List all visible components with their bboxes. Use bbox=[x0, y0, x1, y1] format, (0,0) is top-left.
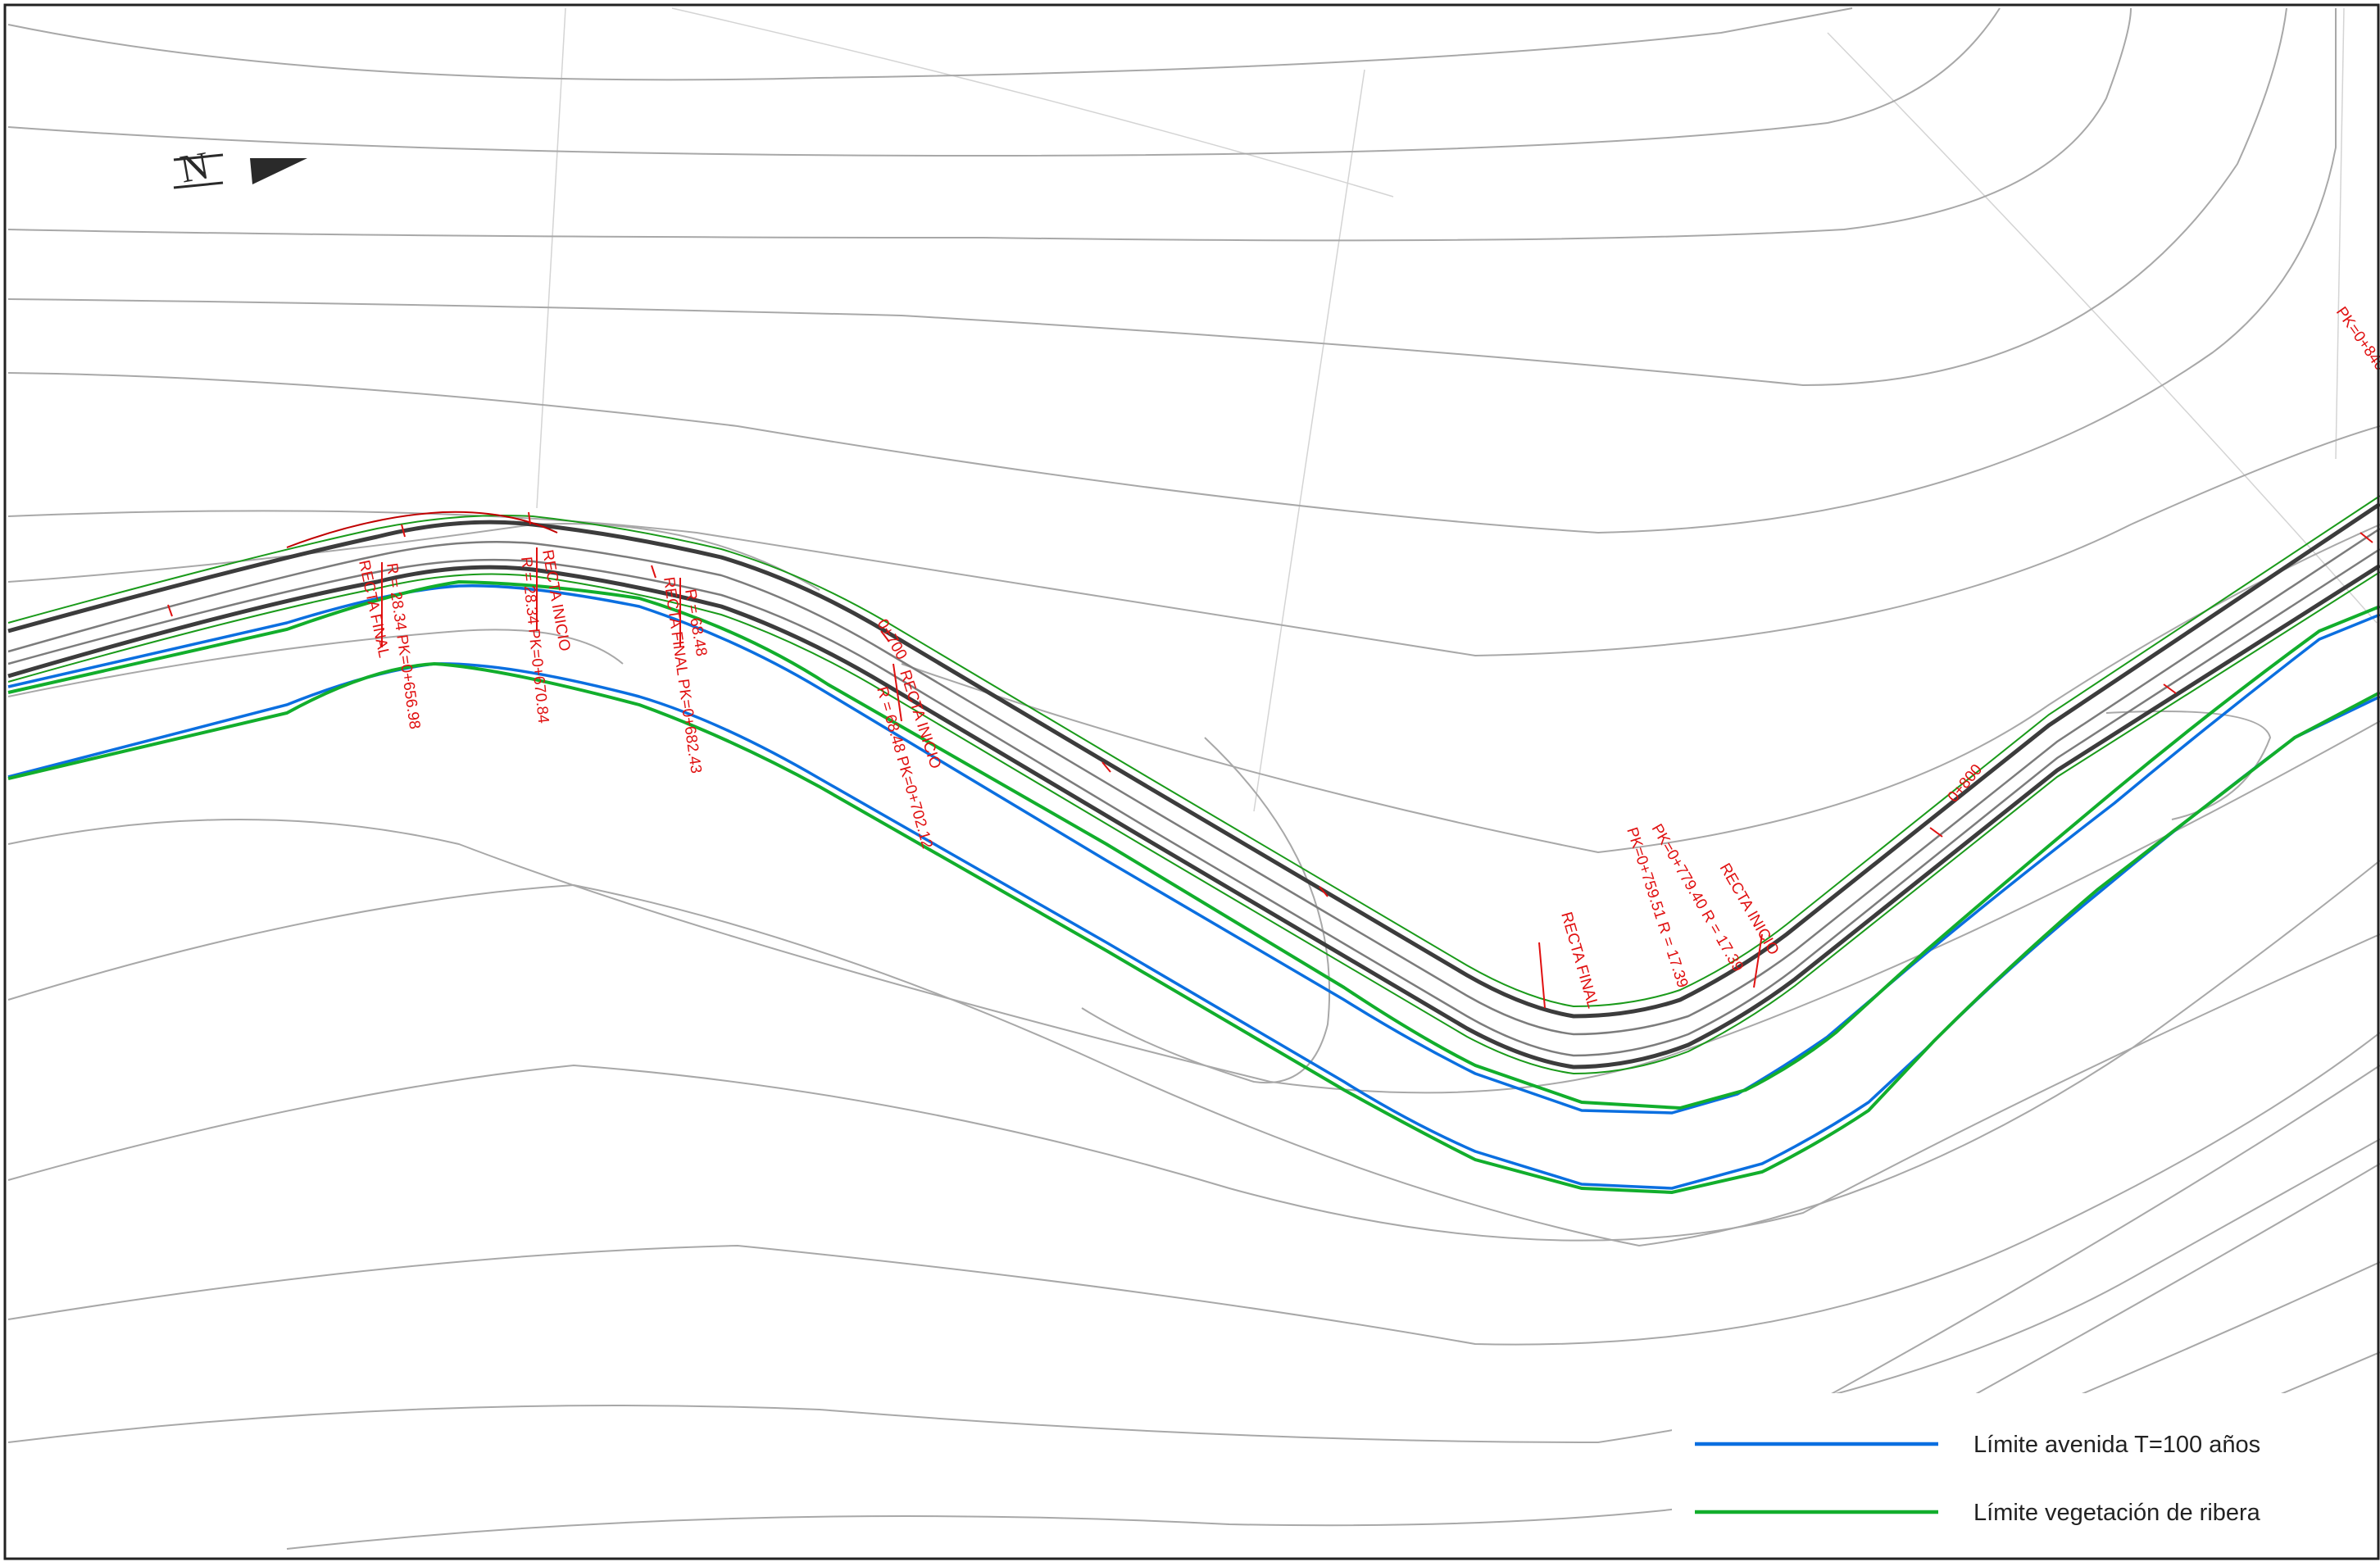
grid-lines bbox=[536, 7, 2378, 812]
annotation-chainage-0800: 0+800 bbox=[1945, 761, 1986, 806]
annotation-pk-840: PK=0+840 bbox=[2332, 304, 2380, 375]
north-arrow: N bbox=[173, 143, 307, 192]
map-frame bbox=[3, 3, 2380, 1560]
riparian-limit-lines bbox=[7, 579, 2380, 1195]
annotation-chainage-0700: 0+700 bbox=[874, 616, 911, 663]
legend-label-vegetation: Límite vegetación de ribera bbox=[1973, 1500, 2261, 1526]
alignment-road bbox=[7, 495, 2380, 1075]
contour-lines bbox=[7, 7, 2380, 1550]
annotation-pk-759: PK=0+759.51 R = 17.39 bbox=[1623, 825, 1691, 990]
legend: Límite avenida T=100 años Límite vegetac… bbox=[1672, 1393, 2380, 1562]
north-arrow-icon bbox=[250, 158, 307, 184]
chainage-ticks bbox=[167, 511, 2373, 1009]
annotation-recta-inicio-1: RECTA INICIO bbox=[538, 548, 573, 652]
flood-limit-lines bbox=[7, 583, 2380, 1190]
legend-label-flood: Límite avenida T=100 años bbox=[1973, 1432, 2260, 1458]
annotation-recta-final-2: RECTA FINAL bbox=[1557, 910, 1601, 1010]
